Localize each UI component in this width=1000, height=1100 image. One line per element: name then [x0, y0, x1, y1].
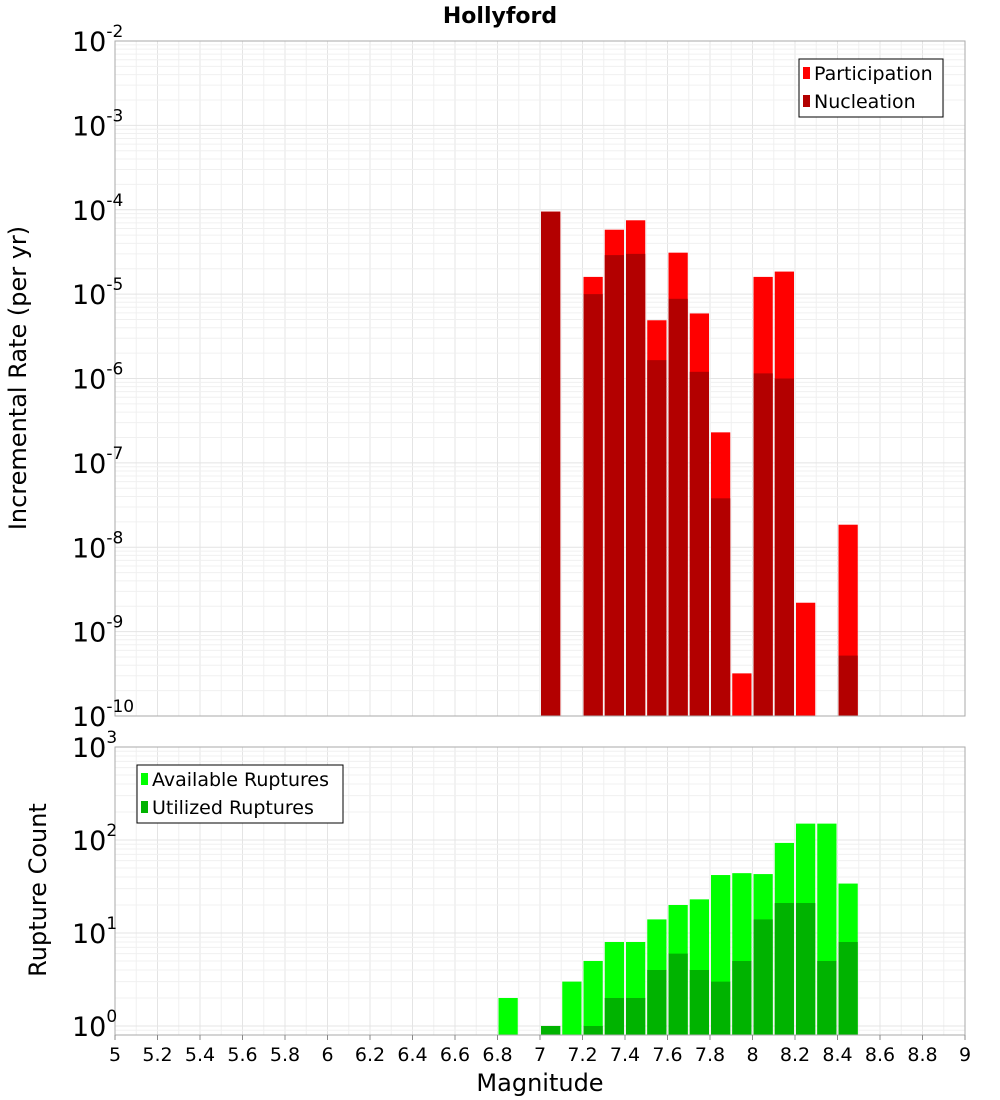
bottom-bar-utilized-ruptures: [838, 942, 858, 1035]
bottom-bar-utilized-ruptures: [689, 969, 709, 1035]
bottom-bar-utilized-ruptures: [796, 903, 816, 1035]
top-plot-frame: [114, 40, 966, 717]
top-bar-nucleation: [541, 211, 561, 716]
bottom-bar-available-ruptures: [583, 960, 603, 1035]
bottom-plot: 103 102 101 100 Available Ruptures Utilized R…: [72, 728, 971, 1066]
bottom-bar-utilized-ruptures: [774, 903, 794, 1035]
bottom-bar-available-ruptures: [562, 981, 582, 1035]
x-tick-label: 6.8: [482, 1044, 512, 1066]
top-bar-nucleation: [604, 255, 624, 716]
top-legend-label: Nucleation: [814, 91, 916, 113]
x-tick-label: 8.6: [865, 1044, 895, 1066]
x-tick-label: 5.8: [270, 1044, 300, 1066]
top-y-tick-label: 10-7: [72, 444, 123, 480]
x-axis-label: Magnitude: [476, 1069, 603, 1097]
top-bar-nucleation: [583, 294, 603, 716]
top-bar-nucleation: [774, 378, 794, 716]
top-bar-nucleation: [838, 655, 858, 716]
x-tick-label: 5.4: [185, 1044, 215, 1066]
bottom-y-tick-label: 100: [72, 1007, 117, 1043]
bottom-legend: Available Ruptures Utilized Ruptures: [136, 764, 344, 824]
top-legend-box: [798, 58, 944, 118]
bottom-bar-utilized-ruptures: [753, 919, 773, 1035]
top-y-axis-label: Incremental Rate (per yr): [4, 226, 32, 530]
top-y-tick-label: 10-4: [72, 191, 123, 227]
x-tick-label: 6: [321, 1044, 333, 1066]
top-bar-nucleation: [626, 253, 646, 716]
bottom-bar-utilized-ruptures: [732, 960, 752, 1035]
bottom-bar-utilized-ruptures: [583, 1025, 603, 1035]
x-tick-label: 6.6: [440, 1044, 470, 1066]
bottom-y-ticks: 103 102 101 100: [72, 728, 117, 1043]
x-tick-label: 7.8: [695, 1044, 725, 1066]
bottom-legend-label: Utilized Ruptures: [152, 797, 314, 819]
x-tick-label: 8.4: [822, 1044, 852, 1066]
x-tick-label: 8: [746, 1044, 758, 1066]
top-legend-swatch: [803, 67, 810, 79]
x-tick-label: 8.8: [907, 1044, 937, 1066]
x-tick-label: 8.2: [780, 1044, 810, 1066]
top-y-tick-label: 10-6: [72, 360, 123, 396]
top-bar-nucleation: [753, 373, 773, 716]
x-tick-label: 6.4: [397, 1044, 427, 1066]
x-tick-label: 7.2: [567, 1044, 597, 1066]
bottom-bar-utilized-ruptures: [541, 1025, 561, 1035]
x-tick-label: 7.6: [652, 1044, 682, 1066]
top-gridlines: [114, 41, 966, 717]
top-bar-participation: [732, 673, 752, 716]
bottom-bar-utilized-ruptures: [647, 969, 667, 1035]
x-tick-label: 5.6: [227, 1044, 257, 1066]
top-bar-nucleation: [711, 498, 731, 716]
bottom-bar-available-ruptures: [498, 997, 518, 1035]
top-legend-label: Participation: [814, 63, 933, 85]
top-plot: 10-2 10-3 10-4 10-5 10-6 10-7 10-8 10-9 10-10 Par…: [72, 22, 966, 733]
x-tick-label: 9: [959, 1044, 971, 1066]
bottom-bar-utilized-ruptures: [604, 997, 624, 1035]
x-tick-label: 7.4: [610, 1044, 640, 1066]
bottom-bars: [498, 823, 858, 1035]
top-y-tick-label: 10-9: [72, 613, 123, 649]
bottom-y-axis-label: Rupture Count: [24, 803, 52, 977]
top-legend: Participation Nucleation: [798, 58, 944, 118]
top-y-tick-label: 10-3: [72, 106, 123, 142]
x-tick-label: 5: [109, 1044, 121, 1066]
bottom-legend-swatch: [141, 773, 148, 785]
x-tick-label: 7: [534, 1044, 546, 1066]
x-tick-label: 5.2: [142, 1044, 172, 1066]
x-tick-label: 6.2: [355, 1044, 385, 1066]
bottom-legend-swatch: [141, 801, 148, 813]
bottom-legend-label: Available Ruptures: [152, 769, 329, 791]
top-bars: [541, 211, 858, 717]
top-y-tick-label: 10-2: [72, 22, 123, 58]
bottom-bar-utilized-ruptures: [668, 953, 688, 1035]
x-ticks: 5 5.2 5.4 5.6 5.8 6 6.2 6.4 6.6 6.8 7 7.2 7.4 7.6 7.8 8…: [109, 1035, 971, 1066]
bottom-y-tick-label: 103: [72, 728, 117, 764]
bottom-y-tick-label: 102: [72, 821, 117, 857]
top-y-tick-label: 10-5: [72, 275, 123, 311]
bottom-bar-utilized-ruptures: [711, 981, 731, 1035]
chart-title: Hollyford: [443, 4, 557, 29]
top-y-ticks: 10-2 10-3 10-4 10-5 10-6 10-7 10-8 10-9 10-10: [72, 22, 134, 733]
top-bar-nucleation: [689, 371, 709, 716]
bottom-y-tick-label: 101: [72, 914, 117, 950]
bottom-legend-box: [136, 764, 344, 824]
top-y-tick-label: 10-8: [72, 528, 123, 564]
top-bar-participation: [796, 602, 816, 716]
bottom-bar-utilized-ruptures: [817, 960, 837, 1035]
top-legend-swatch: [803, 95, 810, 107]
top-bar-nucleation: [647, 360, 667, 716]
top-y-tick-label: 10-10: [72, 697, 134, 733]
bottom-bar-utilized-ruptures: [626, 997, 646, 1035]
top-bar-nucleation: [668, 298, 688, 716]
